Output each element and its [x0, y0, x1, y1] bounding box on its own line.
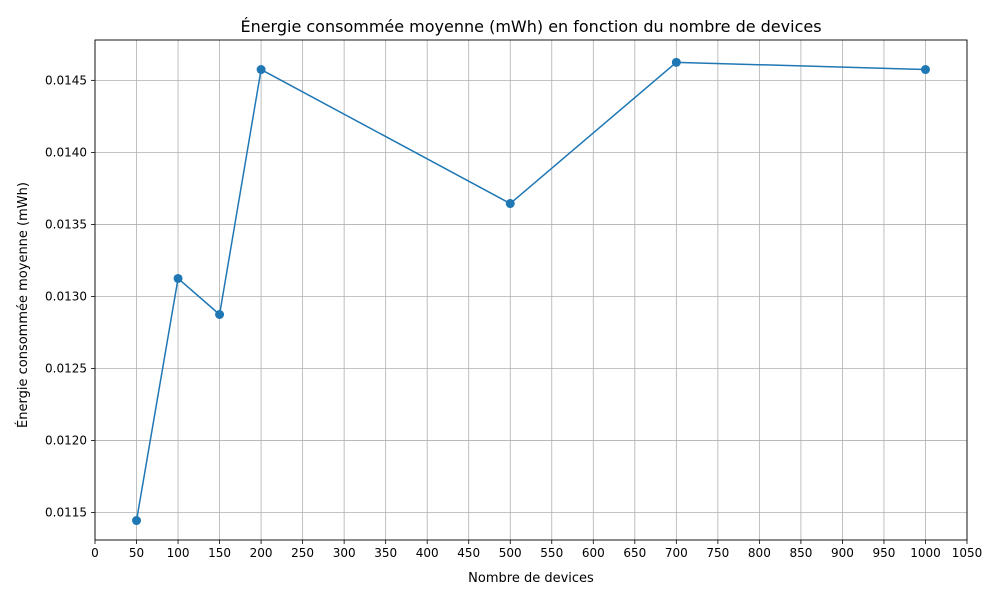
data-point-marker — [173, 273, 183, 283]
axis-ticks: 0 50 100 150 200 250 300 350 400 450 500 550 600 650 7… — [45, 73, 982, 560]
data-point-marker — [215, 309, 225, 319]
x-tick-label: 850 — [789, 546, 812, 560]
series-layer — [132, 57, 930, 526]
chart-title: Énergie consommée moyenne (mWh) en fonct… — [240, 17, 821, 36]
data-point-marker — [920, 65, 930, 75]
x-tick-label: 800 — [748, 546, 771, 560]
x-tick-label: 600 — [582, 546, 605, 560]
y-tick-label: 0.0135 — [45, 217, 87, 231]
x-tick-label: 300 — [333, 546, 356, 560]
data-point-marker — [132, 516, 142, 526]
y-tick-label: 0.0140 — [45, 145, 87, 159]
y-tick-label: 0.0115 — [45, 506, 87, 520]
plot-frame — [94, 39, 968, 541]
x-tick-label: 750 — [706, 546, 729, 560]
data-point-marker — [671, 57, 681, 67]
data-point-marker — [505, 199, 515, 209]
x-tick-label: 200 — [250, 546, 273, 560]
y-tick-label: 0.0120 — [45, 434, 87, 448]
grid-lines — [94, 40, 968, 540]
y-tick-label: 0.0125 — [45, 362, 87, 376]
y-tick-label: 0.0145 — [45, 73, 87, 87]
x-tick-label: 950 — [872, 546, 895, 560]
x-axis-label: Nombre de devices — [468, 571, 594, 586]
y-axis-label: Énergie consommée moyenne (mWh) — [15, 182, 31, 428]
x-tick-label: 700 — [665, 546, 688, 560]
x-tick-label: 450 — [457, 546, 480, 560]
y-tick-label: 0.0130 — [45, 289, 87, 303]
x-tick-label: 500 — [499, 546, 522, 560]
x-tick-label: 350 — [374, 546, 397, 560]
x-tick-label: 550 — [540, 546, 563, 560]
x-tick-label: 50 — [129, 546, 144, 560]
x-tick-label: 1000 — [910, 546, 941, 560]
x-tick-label: 100 — [167, 546, 190, 560]
x-tick-label: 250 — [291, 546, 314, 560]
data-point-marker — [256, 65, 266, 75]
x-tick-label: 650 — [623, 546, 646, 560]
x-tick-label: 1050 — [952, 546, 983, 560]
x-tick-label: 900 — [831, 546, 854, 560]
x-tick-label: 0 — [91, 546, 99, 560]
x-tick-label: 150 — [208, 546, 231, 560]
x-tick-label: 400 — [416, 546, 439, 560]
